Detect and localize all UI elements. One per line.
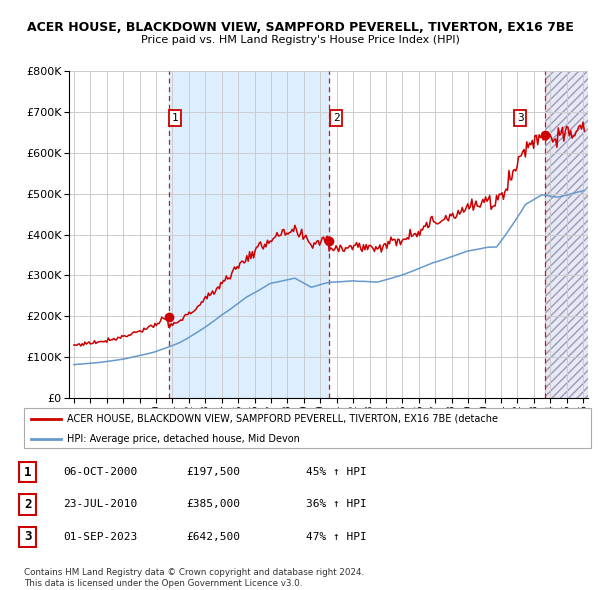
Text: 23-JUL-2010: 23-JUL-2010: [63, 500, 137, 509]
Text: 2: 2: [332, 113, 340, 123]
Text: 3: 3: [24, 530, 31, 543]
Text: Price paid vs. HM Land Registry's House Price Index (HPI): Price paid vs. HM Land Registry's House …: [140, 35, 460, 45]
Text: 3: 3: [517, 113, 524, 123]
Text: £197,500: £197,500: [186, 467, 240, 477]
Text: HPI: Average price, detached house, Mid Devon: HPI: Average price, detached house, Mid …: [67, 434, 299, 444]
Text: ACER HOUSE, BLACKDOWN VIEW, SAMPFORD PEVERELL, TIVERTON, EX16 7BE (detache: ACER HOUSE, BLACKDOWN VIEW, SAMPFORD PEV…: [67, 414, 497, 424]
Text: 2: 2: [24, 498, 31, 511]
Text: Contains HM Land Registry data © Crown copyright and database right 2024.
This d: Contains HM Land Registry data © Crown c…: [24, 568, 364, 588]
FancyBboxPatch shape: [19, 527, 37, 547]
Text: 47% ↑ HPI: 47% ↑ HPI: [306, 532, 367, 542]
Text: £642,500: £642,500: [186, 532, 240, 542]
Text: 45% ↑ HPI: 45% ↑ HPI: [306, 467, 367, 477]
FancyBboxPatch shape: [19, 462, 37, 482]
Text: £385,000: £385,000: [186, 500, 240, 509]
Bar: [545, 71, 588, 398]
Text: 1: 1: [24, 466, 31, 478]
Bar: [169, 71, 329, 398]
FancyBboxPatch shape: [24, 408, 591, 448]
Text: 36% ↑ HPI: 36% ↑ HPI: [306, 500, 367, 509]
Text: 1: 1: [172, 113, 179, 123]
Text: 06-OCT-2000: 06-OCT-2000: [63, 467, 137, 477]
Text: ACER HOUSE, BLACKDOWN VIEW, SAMPFORD PEVERELL, TIVERTON, EX16 7BE: ACER HOUSE, BLACKDOWN VIEW, SAMPFORD PEV…: [26, 21, 574, 34]
FancyBboxPatch shape: [19, 494, 37, 514]
Text: 01-SEP-2023: 01-SEP-2023: [63, 532, 137, 542]
